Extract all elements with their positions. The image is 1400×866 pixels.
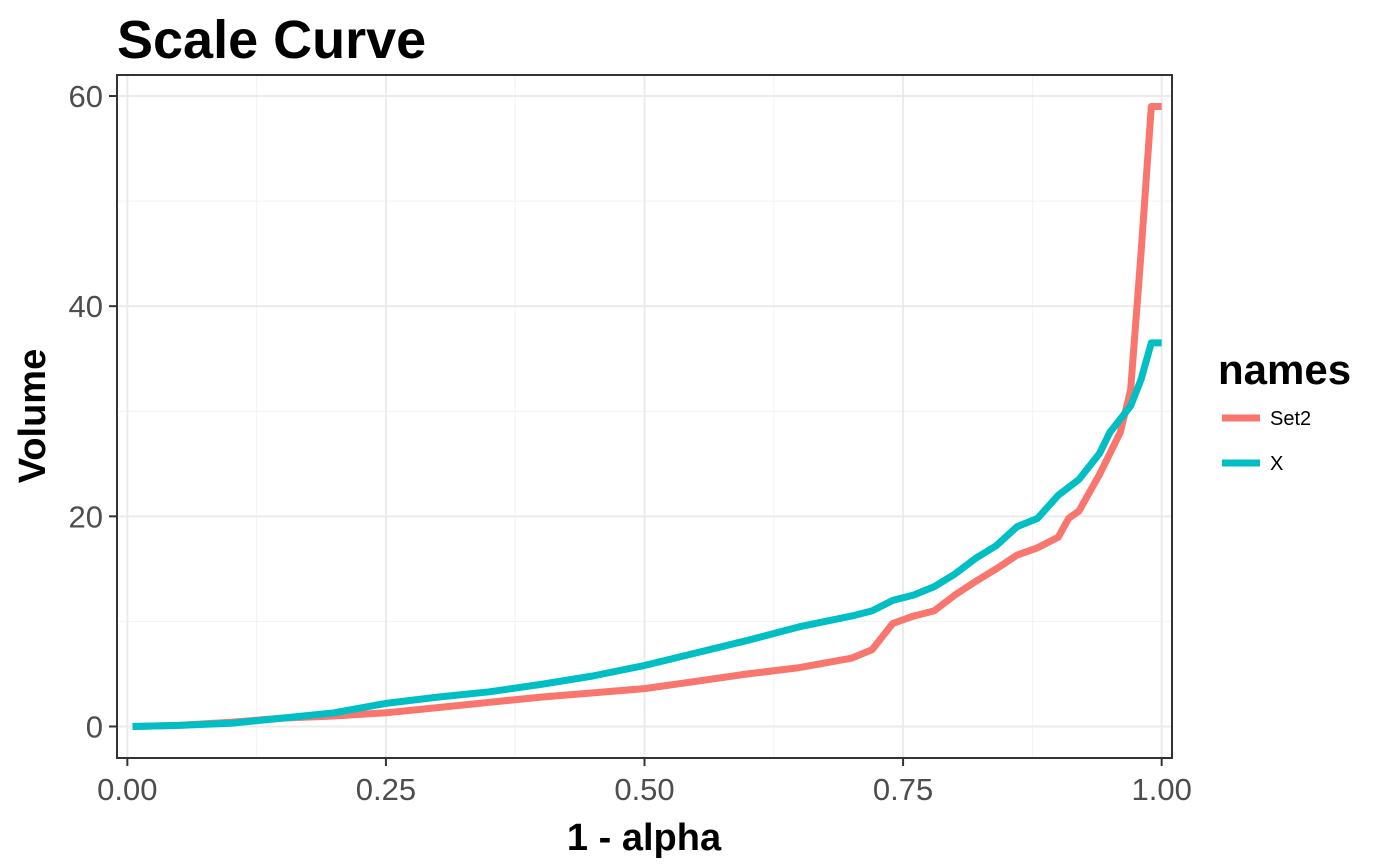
plot-panel [116, 74, 1173, 759]
legend-label-x: X [1270, 453, 1283, 475]
series-line-x [132, 339, 1162, 730]
major-gridlines [117, 75, 1172, 758]
x-axis: 0.00 0.25 0.50 0.75 1.00 [97, 758, 1192, 807]
series-line-set2 [132, 103, 1162, 730]
chart-title: Scale Curve [117, 10, 426, 70]
y-tick-label: 60 [69, 79, 103, 114]
legend-title: names [1218, 346, 1351, 393]
y-tick-label: 0 [86, 709, 103, 744]
legend-items: Set2 X [1222, 408, 1311, 475]
legend-label-set2: Set2 [1270, 408, 1311, 430]
x-axis-title: 1 - alpha [567, 817, 722, 859]
y-tick-label: 40 [69, 289, 103, 324]
x-tick-label: 0.75 [873, 772, 933, 807]
x-tick-label: 0.50 [614, 772, 674, 807]
x-tick-label: 0.25 [356, 772, 416, 807]
x-tick-label: 0.00 [97, 772, 157, 807]
x-tick-label: 1.00 [1131, 772, 1191, 807]
legend: names Set2 X [1218, 346, 1351, 475]
series-lines [132, 103, 1162, 730]
y-axis-title: Volume [12, 349, 54, 483]
y-axis: 0 20 40 60 [69, 79, 117, 744]
y-tick-label: 20 [69, 499, 103, 534]
